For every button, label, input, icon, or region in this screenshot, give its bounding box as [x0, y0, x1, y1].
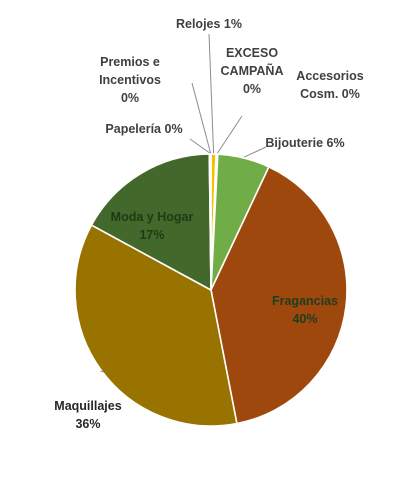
leader-accesorios-cosm	[217, 115, 243, 154]
leader-bijouterie	[243, 146, 267, 158]
leader-relojes	[208, 33, 215, 154]
slice-fragancias	[210, 165, 348, 425]
slice-moda-y-hogar	[90, 153, 212, 292]
label-moda-y-hogar: Moda y Hogar 17%	[111, 210, 194, 242]
leader-maquillajes	[100, 370, 105, 373]
label-premios-e-incentivos: Premios e Incentivos 0%	[99, 55, 161, 105]
label-bijouterie: Bijouterie 6%	[265, 136, 344, 150]
data-labels: Relojes 1% EXCESO CAMPAÑA 0% Accesorios Cosm.…	[54, 17, 363, 431]
label-papeleria: Papelería 0%	[105, 122, 182, 136]
slice-maquillajes	[74, 224, 238, 427]
leader-lines	[100, 33, 267, 373]
label-exceso-campana: EXCESO CAMPAÑA 0%	[221, 46, 284, 96]
leader-papeleria	[189, 138, 210, 154]
pie-slices	[74, 153, 348, 427]
leader-premios-e-incentivos	[191, 82, 212, 154]
label-relojes: Relojes 1%	[176, 17, 242, 31]
label-maquillajes: Maquillajes 36%	[54, 399, 121, 431]
label-fragancias: Fragancias 40%	[272, 294, 338, 326]
slice-premios-e-incentivos	[209, 153, 212, 291]
label-accesorios-cosm: Accesorios Cosm. 0%	[296, 69, 363, 101]
